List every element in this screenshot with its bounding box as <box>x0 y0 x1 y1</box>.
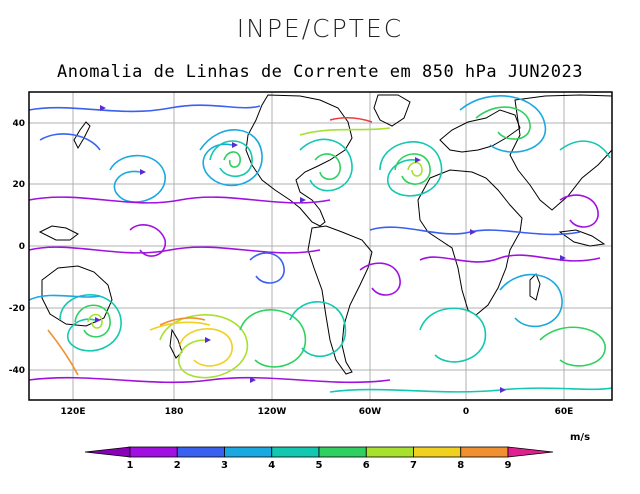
lat-tick-label: -20 <box>9 304 25 314</box>
colorbar-segment <box>129 446 178 458</box>
streamline <box>28 196 331 204</box>
streamline <box>239 309 307 368</box>
streamline <box>199 129 263 187</box>
colorbar-label: 6 <box>362 460 370 471</box>
stream-arrow <box>95 317 101 323</box>
stream-arrow <box>300 197 306 203</box>
colorbar-label: 7 <box>410 460 417 471</box>
lat-tick-label: 40 <box>12 119 25 129</box>
stream-arrow <box>250 377 256 383</box>
streamline <box>539 326 606 367</box>
colorbar-segment <box>176 446 225 458</box>
colorbar-segment <box>365 446 414 458</box>
streamline <box>28 104 261 113</box>
colorbar-segment <box>271 446 320 458</box>
streamline <box>419 307 487 363</box>
stream-arrow <box>140 169 146 175</box>
streamline <box>28 246 321 254</box>
streamline <box>74 304 111 338</box>
streamline <box>359 262 401 296</box>
colorbar-segment <box>413 446 462 458</box>
stream-arrow <box>232 142 238 148</box>
streamline <box>87 313 103 329</box>
lon-tick-label: 0 <box>463 407 469 417</box>
streamline <box>129 224 166 257</box>
colorbar-label: 8 <box>457 460 465 471</box>
stream-arrow <box>560 255 566 261</box>
streamline <box>459 95 547 153</box>
colorbar-label: 2 <box>173 460 181 471</box>
streamline <box>394 153 431 185</box>
grid-lines <box>29 92 612 400</box>
streamline <box>289 301 347 357</box>
streamline <box>407 161 423 177</box>
streamline <box>475 106 531 140</box>
streamline <box>47 329 79 376</box>
lon-tick-label: 120W <box>258 407 287 417</box>
colorbar-label: 4 <box>268 460 276 471</box>
lat-tick-label: 20 <box>12 180 25 190</box>
streamline <box>299 138 353 192</box>
organization-title: INPE/CPTEC <box>236 14 404 43</box>
stream-arrow <box>500 387 506 393</box>
colorbar-label: 3 <box>221 460 228 471</box>
colorbar-unit: m/s <box>570 432 591 443</box>
lon-tick-label: 120E <box>61 407 86 417</box>
colorbar-right-arrow <box>507 446 554 458</box>
streamline <box>499 273 563 328</box>
streamline <box>28 294 101 301</box>
colorbar <box>84 446 554 458</box>
streamline <box>28 376 391 384</box>
stream-arrow <box>470 229 476 235</box>
streamline <box>299 127 391 136</box>
streamline <box>109 154 166 203</box>
colorbar-segment <box>460 446 509 458</box>
streamline <box>149 321 211 331</box>
stream-arrow <box>100 105 106 111</box>
streamlines <box>28 95 613 393</box>
lon-tick-label: 60W <box>359 407 382 417</box>
colorbar-segment <box>224 446 273 458</box>
streamline <box>379 141 443 197</box>
streamline <box>223 151 241 168</box>
streamline <box>249 252 285 284</box>
stream-arrow <box>205 337 211 343</box>
lon-tick-label: 60E <box>555 407 574 417</box>
map-title: Anomalia de Linhas de Corrente em 850 hP… <box>56 62 583 82</box>
stream-arrow <box>415 157 421 163</box>
streamline <box>329 117 373 123</box>
colorbar-label: 1 <box>126 460 134 471</box>
colorbar-segment <box>318 446 367 458</box>
colorbar-left-arrow <box>84 446 131 458</box>
lat-tick-label: 0 <box>19 242 25 252</box>
streamline <box>59 294 122 352</box>
streamline <box>159 317 206 326</box>
streamline <box>419 254 601 263</box>
lon-tick-label: 180 <box>165 407 184 417</box>
streamline <box>559 194 599 228</box>
streamline <box>179 328 233 367</box>
streamline <box>159 314 249 379</box>
colorbar-label: 9 <box>504 460 512 471</box>
lat-tick-label: -40 <box>9 366 25 376</box>
colorbar-label: 5 <box>315 460 323 471</box>
map-frame <box>28 91 613 401</box>
streamline <box>209 140 253 178</box>
longitude-labels: 120E 180 120W 60W 0 60E <box>61 407 574 417</box>
streamline <box>329 387 613 393</box>
latitude-labels: 40 20 0 -20 -40 <box>9 119 25 376</box>
streamline <box>39 133 101 151</box>
streamline <box>559 140 611 159</box>
streamline <box>314 153 341 181</box>
